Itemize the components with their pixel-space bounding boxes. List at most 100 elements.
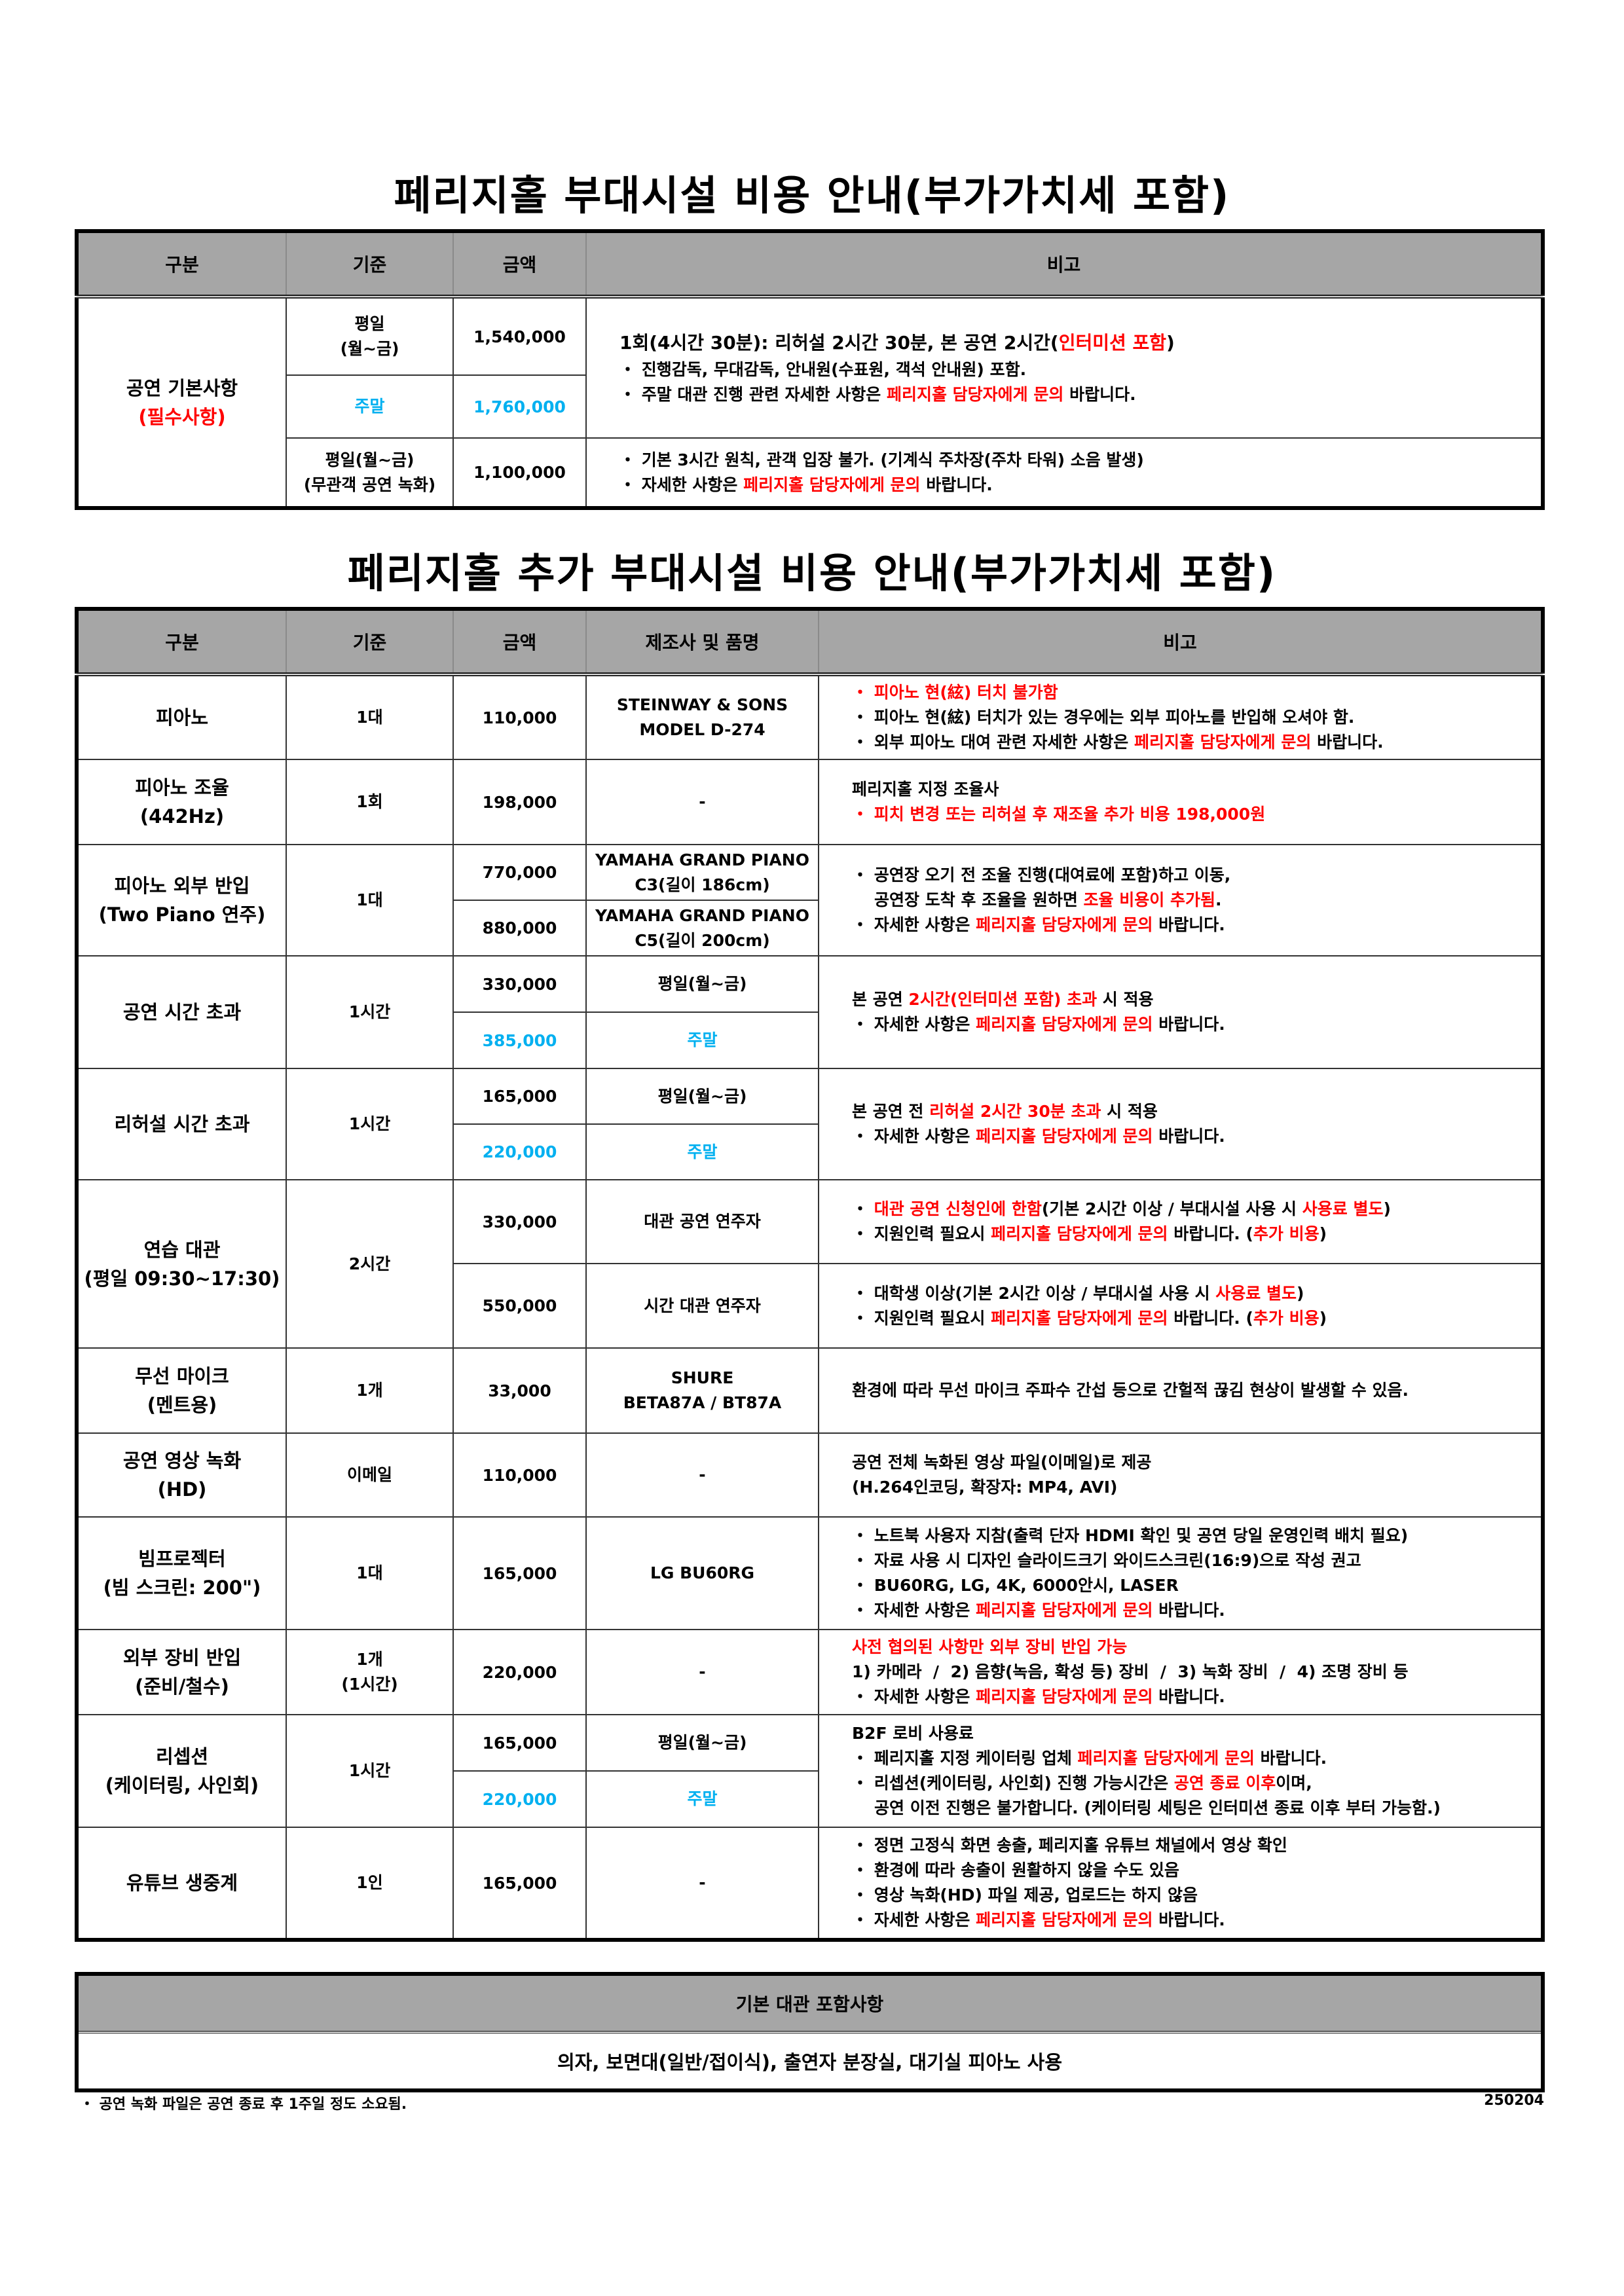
text-line: B2F 로비 사용료 xyxy=(852,1721,1541,1746)
maker-cell: 평일(월~금) xyxy=(585,955,819,1013)
text-segment: 평일(월~금) xyxy=(657,974,747,993)
price-cell: 880,000 xyxy=(452,900,587,957)
remark-cell: 환경에 따라 무선 마이크 주파수 간섭 등으로 간헐적 끊김 현상이 발생할 … xyxy=(818,1347,1543,1434)
table-row: 공연 영상 녹화 (HD) 이메일 110,000 - 공연 전체 녹화된 영상 파일(이… xyxy=(76,1432,1543,1518)
text-line: LG BU60RG xyxy=(587,1561,818,1586)
text-line: YAMAHA GRAND PIANO xyxy=(587,848,818,873)
text-segment: 공연 기본사항 xyxy=(126,376,238,399)
text-line: - xyxy=(587,1660,818,1685)
text-segment: ・ 자세한 사항은 xyxy=(852,1601,976,1620)
text-line: ・ 진행감독, 무대감독, 안내원(수표원, 객석 안내원) 포함. xyxy=(619,357,1541,382)
text-segment: 바랍니다. xyxy=(1254,1749,1327,1768)
text-segment: 공연장 도착 후 조율을 원하면 xyxy=(874,890,1084,909)
price-cell: 165,000 xyxy=(452,1714,587,1772)
text-line: ・ 영상 녹화(HD) 파일 제공, 업로드는 하지 않음 xyxy=(852,1883,1541,1908)
text-segment: ) xyxy=(1383,1199,1391,1218)
table-row: 유튜브 생중계 1인 165,000 - ・ 정면 고정식 화면 송출, 페리지홀 유튜… xyxy=(76,1827,1543,1941)
text-line: 1대 xyxy=(356,1563,383,1582)
text-segment: 외부 장비 반입 xyxy=(122,1647,242,1669)
text-line: 주말 xyxy=(587,1028,818,1053)
text-line: 공연 전체 녹화된 영상 파일(이메일)로 제공 xyxy=(852,1450,1541,1475)
text-segment: ・ 지원인력 필요시 xyxy=(852,1224,991,1243)
unit-cell: 1회 xyxy=(286,759,454,845)
text-line: 1시간 xyxy=(348,1002,391,1021)
price-cell: 330,000 xyxy=(452,1179,587,1264)
text-segment: 빔프로젝터 xyxy=(138,1548,226,1570)
table-row: 평일(월~금) (무관객 공연 녹화) 1,100,000 ・ 기본 3시간 원칙, … xyxy=(77,437,1543,509)
text-segment: (월~금) xyxy=(340,339,399,358)
included-items-table: 기본 대관 포함사항 의자, 보면대(일반/접이식), 출연자 분장실, 대기실… xyxy=(75,1972,1545,2092)
text-line: C3(길이 186cm) xyxy=(587,873,818,898)
text-segment: B2F 로비 사용료 xyxy=(852,1724,974,1743)
text-line: ・ BU60RG, LG, 4K, 6000안시, LASER xyxy=(852,1573,1541,1598)
price-cell: 550,000 xyxy=(452,1263,587,1349)
column-header: 구분 xyxy=(76,609,286,676)
text-segment: ・ 피아노 현(絃) 터치가 있는 경우에는 외부 피아노를 반입해 오셔야 함… xyxy=(852,708,1355,727)
price-cell: 165,000 xyxy=(452,1068,587,1125)
text-line: 유튜브 생중계 xyxy=(79,1868,286,1897)
price-cell: 165,000 xyxy=(452,1516,587,1630)
text-segment: ・ 피치 변경 또는 리허설 후 재조율 추가 비용 198,000원 xyxy=(852,805,1266,824)
text-segment: 페리지홀 담당자에게 문의 xyxy=(991,1224,1168,1243)
text-segment: 페리지홀 담당자에게 문의 xyxy=(1077,1749,1255,1768)
text-line: BETA87A / BT87A xyxy=(587,1391,818,1415)
category-cell: 외부 장비 반입 (준비/철수) xyxy=(76,1629,287,1715)
text-segment: 사전 협의된 사항만 외부 장비 반입 가능 xyxy=(852,1637,1128,1656)
text-segment: 페리지홀 지정 조율사 xyxy=(852,780,999,799)
text-segment: 페리지홀 담당자에게 문의 xyxy=(976,1910,1153,1929)
price-cell: 110,000 xyxy=(452,674,587,760)
text-segment: (기본 2시간 이상 / 부대시설 사용 시 xyxy=(1041,1199,1302,1218)
text-segment: ・ 정면 고정식 화면 송출, 페리지홀 유튜브 채널에서 영상 확인 xyxy=(852,1836,1287,1855)
maker-cell: 주말 xyxy=(585,1011,819,1069)
text-line: ・ 자세한 사항은 페리지홀 담당자에게 문의 바랍니다. xyxy=(852,1598,1541,1623)
text-segment: ・ 노트북 사용자 지참(출력 단자 HDMI 확인 및 공연 당일 운영인력 … xyxy=(852,1526,1409,1545)
remark-cell: ・ 대관 공연 신청인에 한함(기본 2시간 이상 / 부대시설 사용 시 사용… xyxy=(818,1179,1543,1264)
unit-cell: 2시간 xyxy=(286,1179,454,1349)
text-line: ・ 공연장 오기 전 조율 진행(대여료에 포함)하고 이동, xyxy=(852,863,1541,888)
text-segment: (442Hz) xyxy=(139,805,225,828)
text-line: 본 공연 2시간(인터미션 포함) 초과 시 적용 xyxy=(852,987,1541,1012)
text-line: - xyxy=(587,790,818,814)
column-header: 제조사 및 품명 xyxy=(585,609,819,676)
unit-cell: 1개 xyxy=(286,1347,454,1434)
text-segment: 공연 영상 녹화 xyxy=(122,1449,242,1472)
text-segment: (무관객 공연 녹화) xyxy=(303,475,436,494)
text-line: 외부 장비 반입 xyxy=(79,1643,286,1672)
text-segment: 페리지홀 담당자에게 문의 xyxy=(976,1687,1153,1706)
category-cell: 리셉션 (케이터링, 사인회) xyxy=(76,1714,287,1828)
text-segment: (빔 스크린: 200") xyxy=(103,1576,261,1599)
text-line: (케이터링, 사인회) xyxy=(79,1771,286,1800)
text-line: ・ 정면 고정식 화면 송출, 페리지홀 유튜브 채널에서 영상 확인 xyxy=(852,1833,1541,1858)
category-cell: 공연 기본사항 (필수사항) xyxy=(76,296,287,509)
text-segment: 주말 xyxy=(687,1030,718,1049)
text-line: 본 공연 전 리허설 2시간 30분 초과 시 적용 xyxy=(852,1099,1541,1124)
footer-note: ・ 공연 녹화 파일은 공연 종료 후 1주일 정도 소요됨. xyxy=(80,2096,407,2113)
remark-cell: 페리지홀 지정 조율사 ・ 피치 변경 또는 리허설 후 재조율 추가 비용 19… xyxy=(818,759,1543,845)
text-segment: ・ 환경에 따라 송출이 원활하지 않을 수도 있음 xyxy=(852,1861,1179,1880)
text-line: 대관 공연 연주자 xyxy=(587,1209,818,1234)
unit-cell: 1대 xyxy=(286,844,454,957)
text-segment: 페리지홀 담당자에게 문의 xyxy=(991,1308,1168,1328)
standard-cell: 평일(월~금) (무관객 공연 녹화) xyxy=(286,437,454,509)
text-segment: 페리지홀 담당자에게 문의 xyxy=(976,1601,1153,1620)
text-line: 2시간 xyxy=(348,1254,391,1273)
text-segment: 대관 공연 연주자 xyxy=(644,1212,761,1231)
price-cell: 1,540,000 xyxy=(452,296,587,376)
maker-cell: STEINWAY & SONS MODEL D-274 xyxy=(585,674,819,760)
text-line: 주말 xyxy=(587,1787,818,1812)
text-segment: 페리지홀 담당자에게 문의 xyxy=(743,475,921,494)
maker-cell: 주말 xyxy=(585,1123,819,1180)
text-line: ・ 자세한 사항은 페리지홀 담당자에게 문의 바랍니다. xyxy=(852,1685,1541,1709)
page-title-facilities: 페리지홀 부대시설 비용 안내(부가가치세 포함) xyxy=(394,172,1230,219)
text-segment: (Two Piano 연주) xyxy=(98,903,266,926)
table-row: 공연 기본사항 (필수사항) 평일 (월~금) 1,540,000 1회(4시간 30분)… xyxy=(76,296,1543,509)
remark-cell: ・ 피아노 현(絃) 터치 불가함 ・ 피아노 현(絃) 터치가 있는 경우에는 … xyxy=(818,674,1543,760)
text-segment: 페리지홀 담당자에게 문의 xyxy=(976,1015,1153,1034)
text-line: 1회(4시간 30분): 리허설 2시간 30분, 본 공연 2시간(인터미션 … xyxy=(619,329,1541,357)
text-segment: ・ 페리지홀 지정 케이터링 업체 xyxy=(852,1749,1078,1768)
text-segment: 1회(4시간 30분): 리허설 2시간 30분, 본 공연 2시간( xyxy=(619,332,1059,354)
text-segment: 공연 종료 이후 xyxy=(1173,1774,1276,1793)
text-segment: (멘트용) xyxy=(147,1394,217,1416)
text-line: STEINWAY & SONS xyxy=(587,693,818,718)
included-items: 의자, 보면대(일반/접이식), 출연자 분장실, 대기실 피아노 사용 xyxy=(76,2032,1543,2091)
